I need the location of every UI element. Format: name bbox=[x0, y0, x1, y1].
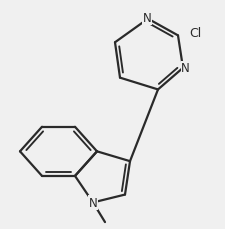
Text: N: N bbox=[180, 62, 189, 75]
Text: N: N bbox=[88, 196, 97, 209]
Text: Cl: Cl bbox=[188, 27, 200, 40]
Text: N: N bbox=[142, 12, 151, 25]
